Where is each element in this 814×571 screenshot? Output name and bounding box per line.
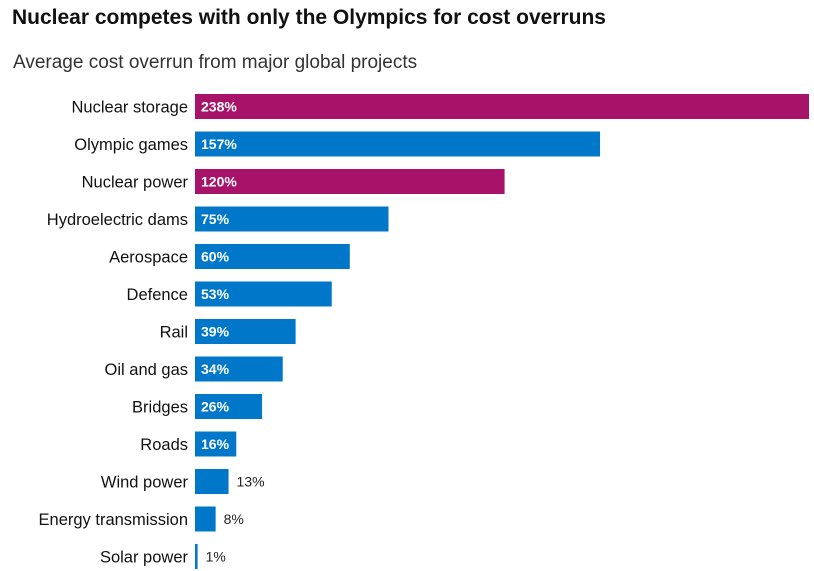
data-label: 238% [201, 99, 237, 115]
data-label: 8% [224, 511, 244, 527]
category-label: Bridges [132, 399, 188, 417]
bar [195, 431, 237, 457]
bar [195, 244, 350, 269]
bar [195, 394, 263, 419]
data-label: 13% [237, 474, 265, 490]
data-label: 39% [201, 324, 230, 340]
bar [195, 544, 198, 569]
bar [195, 131, 601, 157]
category-label: Defence [127, 286, 188, 304]
category-label: Hydroelectric dams [47, 211, 188, 229]
data-label: 53% [201, 286, 230, 302]
category-label: Oil and gas [105, 361, 188, 379]
data-label: 75% [201, 211, 230, 227]
bar [195, 356, 283, 382]
bar [195, 506, 216, 532]
category-label: Solar power [100, 549, 189, 567]
data-label: 157% [201, 136, 237, 152]
category-label: Nuclear power [82, 174, 189, 192]
data-label: 1% [206, 549, 226, 565]
data-label: 120% [201, 174, 237, 190]
category-label: Aerospace [109, 249, 188, 267]
category-label: Olympic games [74, 136, 188, 154]
bar [195, 469, 229, 494]
chart-subtitle: Average cost overrun from major global p… [13, 52, 418, 73]
category-label: Rail [160, 324, 188, 342]
bar [195, 319, 296, 344]
bar [195, 206, 389, 232]
data-label: 26% [201, 399, 230, 415]
category-label: Nuclear storage [72, 99, 188, 117]
category-label: Roads [140, 436, 188, 454]
data-label: 16% [201, 436, 230, 452]
data-label: 60% [201, 249, 230, 265]
data-label: 34% [201, 361, 230, 377]
bar [195, 169, 505, 194]
bar [195, 281, 332, 307]
chart-title: Nuclear competes with only the Olympics … [12, 6, 606, 29]
category-label: Wind power [101, 474, 189, 492]
bar [195, 94, 809, 119]
category-label: Energy transmission [39, 511, 188, 529]
